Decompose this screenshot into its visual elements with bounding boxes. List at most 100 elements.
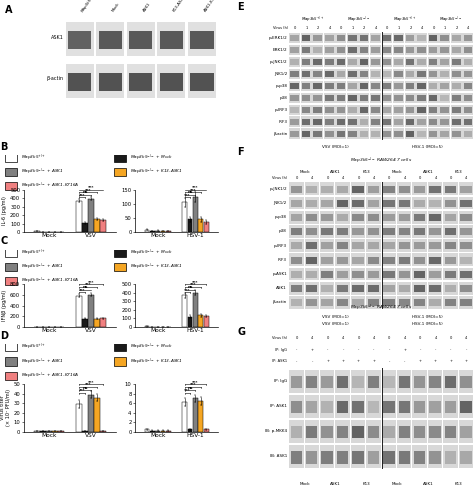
Text: ***: *** — [79, 193, 85, 197]
Text: ***: *** — [184, 193, 191, 197]
Text: ***: *** — [184, 389, 191, 393]
Bar — [145, 429, 149, 432]
Bar — [114, 357, 126, 366]
Bar — [88, 395, 93, 432]
Bar — [204, 222, 209, 232]
Text: Map3k5$^{+/+}$: Map3k5$^{+/+}$ — [21, 153, 46, 163]
Bar — [161, 431, 165, 432]
Text: ***: *** — [85, 383, 91, 387]
Bar — [94, 398, 100, 432]
Bar — [5, 277, 17, 285]
Bar — [193, 398, 198, 432]
Text: ***: *** — [184, 288, 191, 292]
Text: Map3k5$^{-/-}$ + ASK1: Map3k5$^{-/-}$ + ASK1 — [21, 261, 64, 272]
Text: Map3k5$^{-/-}$ + Mock: Map3k5$^{-/-}$ + Mock — [130, 153, 173, 163]
Y-axis label: IL-6 (pg/ml): IL-6 (pg/ml) — [2, 197, 7, 225]
Text: Map3k5$^{-/-}$ + ASK1-K716A: Map3k5$^{-/-}$ + ASK1-K716A — [21, 181, 80, 191]
Bar — [182, 295, 187, 327]
Text: Map3k5$^{-/-}$ + ASK1-K716A: Map3k5$^{-/-}$ + ASK1-K716A — [21, 371, 80, 381]
Bar — [150, 231, 155, 232]
Bar — [145, 230, 149, 232]
Text: ***: *** — [85, 188, 91, 192]
Bar — [161, 231, 165, 232]
Bar — [188, 429, 192, 432]
Bar — [166, 431, 171, 432]
Text: ***: *** — [190, 283, 196, 287]
Text: ***: *** — [192, 380, 199, 384]
Text: ns: ns — [82, 191, 88, 195]
Bar — [114, 343, 126, 351]
Bar — [204, 316, 209, 327]
Text: Map3k5$^{-/-}$ + K13-ASK1: Map3k5$^{-/-}$ + K13-ASK1 — [130, 356, 182, 367]
Text: Map3k5$^{+/+}$: Map3k5$^{+/+}$ — [21, 342, 46, 352]
Bar — [88, 294, 93, 327]
Text: C: C — [0, 237, 8, 247]
Text: G: G — [237, 326, 245, 336]
Bar — [100, 318, 106, 327]
Bar — [82, 319, 88, 327]
Bar — [182, 203, 187, 232]
Text: ***: *** — [79, 288, 85, 292]
Text: Map3k5$^{-/-}$ + ASK1: Map3k5$^{-/-}$ + ASK1 — [21, 167, 64, 177]
Text: ***: *** — [79, 389, 85, 393]
Text: Map3k5$^{-/-}$ + Mock: Map3k5$^{-/-}$ + Mock — [130, 342, 173, 352]
Text: ***: *** — [88, 186, 94, 190]
Bar — [182, 402, 187, 432]
Text: E: E — [237, 2, 244, 12]
Text: ***: *** — [88, 380, 94, 384]
Bar — [34, 231, 39, 232]
Text: ***: *** — [192, 186, 199, 190]
Bar — [155, 431, 160, 432]
Bar — [5, 249, 17, 256]
Bar — [114, 262, 126, 271]
Y-axis label: Virus titer
(× 10⁷ PFU/ml): Virus titer (× 10⁷ PFU/ml) — [0, 389, 11, 427]
Text: D: D — [0, 331, 9, 341]
Bar — [5, 357, 17, 366]
Bar — [76, 201, 82, 232]
Text: Map3k5$^{-/-}$ + ASK1-K716A: Map3k5$^{-/-}$ + ASK1-K716A — [21, 276, 80, 286]
Bar — [199, 315, 203, 327]
Text: ns: ns — [187, 386, 193, 390]
Text: ns: ns — [82, 285, 88, 289]
Bar — [188, 317, 192, 327]
Y-axis label: IFNβ (pg/ml): IFNβ (pg/ml) — [2, 290, 7, 321]
Bar — [199, 401, 203, 432]
Text: ***: *** — [85, 283, 91, 287]
Text: ***: *** — [88, 280, 94, 284]
Text: Map3k5$^{+/+}$: Map3k5$^{+/+}$ — [21, 248, 46, 257]
Bar — [188, 220, 192, 232]
Bar — [94, 319, 100, 327]
Bar — [94, 220, 100, 232]
Bar — [76, 295, 82, 327]
Bar — [193, 197, 198, 232]
Text: F: F — [237, 147, 244, 157]
Bar — [5, 343, 17, 351]
Text: ***: *** — [190, 383, 196, 387]
Bar — [193, 293, 198, 327]
Bar — [114, 249, 126, 256]
Bar — [5, 262, 17, 271]
Bar — [5, 168, 17, 176]
Text: Map3k5$^{-/-}$ + ASK1: Map3k5$^{-/-}$ + ASK1 — [21, 356, 64, 367]
Text: ns: ns — [187, 191, 193, 195]
Bar — [199, 220, 203, 232]
Bar — [100, 220, 106, 232]
Text: Map3k5$^{-/-}$ + K13-ASK1: Map3k5$^{-/-}$ + K13-ASK1 — [130, 261, 182, 272]
Bar — [5, 154, 17, 162]
Bar — [204, 429, 209, 432]
Bar — [150, 431, 155, 432]
Text: ns: ns — [82, 386, 88, 390]
Bar — [5, 372, 17, 380]
Text: ns: ns — [187, 285, 193, 289]
Text: B: B — [0, 142, 8, 152]
Text: Map3k5$^{-/-}$ + Mock: Map3k5$^{-/-}$ + Mock — [130, 248, 173, 257]
Bar — [82, 223, 88, 232]
Bar — [76, 404, 82, 432]
Bar — [114, 168, 126, 176]
Text: A: A — [5, 5, 12, 15]
Text: ***: *** — [192, 280, 199, 284]
Text: Map3k5$^{-/-}$ + K13-ASK1: Map3k5$^{-/-}$ + K13-ASK1 — [130, 167, 182, 177]
Bar — [155, 231, 160, 232]
Bar — [88, 199, 93, 232]
Text: ***: *** — [190, 188, 196, 192]
